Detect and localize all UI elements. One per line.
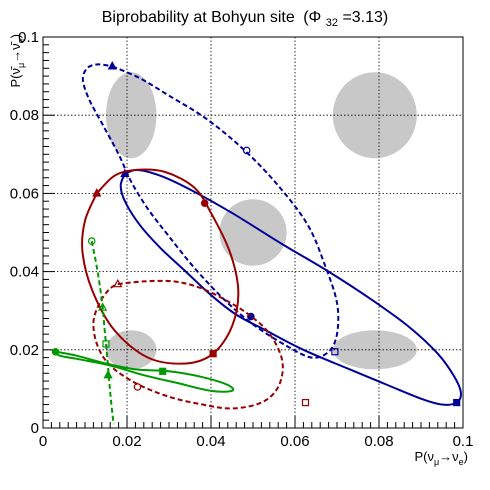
y-tick-label-4: 0.08 (10, 107, 39, 124)
series-3-marker-1 (133, 383, 142, 391)
x-tick-label-3: 0.06 (280, 433, 309, 450)
series-curve-4 (54, 350, 235, 393)
series-curve-5 (90, 240, 115, 425)
series-2-marker-0 (92, 188, 102, 197)
y-axis-label: P(ν̄μ→ν̄e) (8, 34, 26, 88)
gray-region-1 (332, 72, 417, 159)
gray-region-4 (332, 330, 417, 370)
series-3-marker-2 (301, 398, 310, 407)
x-tick-label-1: 0.02 (112, 433, 141, 450)
series-2-marker-2 (209, 350, 217, 358)
series-4-marker-0 (51, 347, 60, 356)
x-axis-label: P(νμ→νe) (414, 449, 468, 467)
x-tick-label-4: 0.08 (364, 433, 393, 450)
series-5-marker-1 (98, 302, 108, 311)
plot-area: 00 0.02 0.02 0.04 0.04 0.06 0.06 0.08 0.08 0.1 0.1 (10, 29, 474, 450)
gray-region-2 (219, 199, 287, 266)
series-curve-0 (119, 168, 462, 406)
x-tick-label-0: 0 (39, 433, 47, 450)
y-tick-label-2: 0.04 (10, 264, 39, 281)
x-tick-label-2: 0.04 (196, 433, 225, 450)
series-1-marker-1 (242, 146, 251, 155)
x-tick-label-5: 0.1 (453, 433, 474, 450)
series-curve-3 (92, 279, 284, 410)
series-5-marker-2 (102, 340, 110, 348)
series-5-marker-0 (87, 237, 96, 245)
series-curve-2 (81, 168, 240, 365)
y-tick-label-0: 0 (31, 420, 39, 437)
series-0-marker-2 (453, 398, 461, 407)
series-1-marker-2 (331, 348, 339, 356)
series-4-marker-2 (159, 367, 167, 375)
y-tick-label-5: 0.1 (18, 29, 39, 46)
series-3-marker-0 (113, 278, 123, 288)
y-tick-label-1: 0.02 (10, 342, 39, 359)
series-1-marker-0 (107, 61, 117, 70)
y-tick-label-3: 0.06 (10, 185, 39, 202)
chart-title: Biprobability at Bohyun site (Φ 32 =3.13… (102, 9, 389, 30)
series-2-marker-1 (200, 199, 209, 207)
